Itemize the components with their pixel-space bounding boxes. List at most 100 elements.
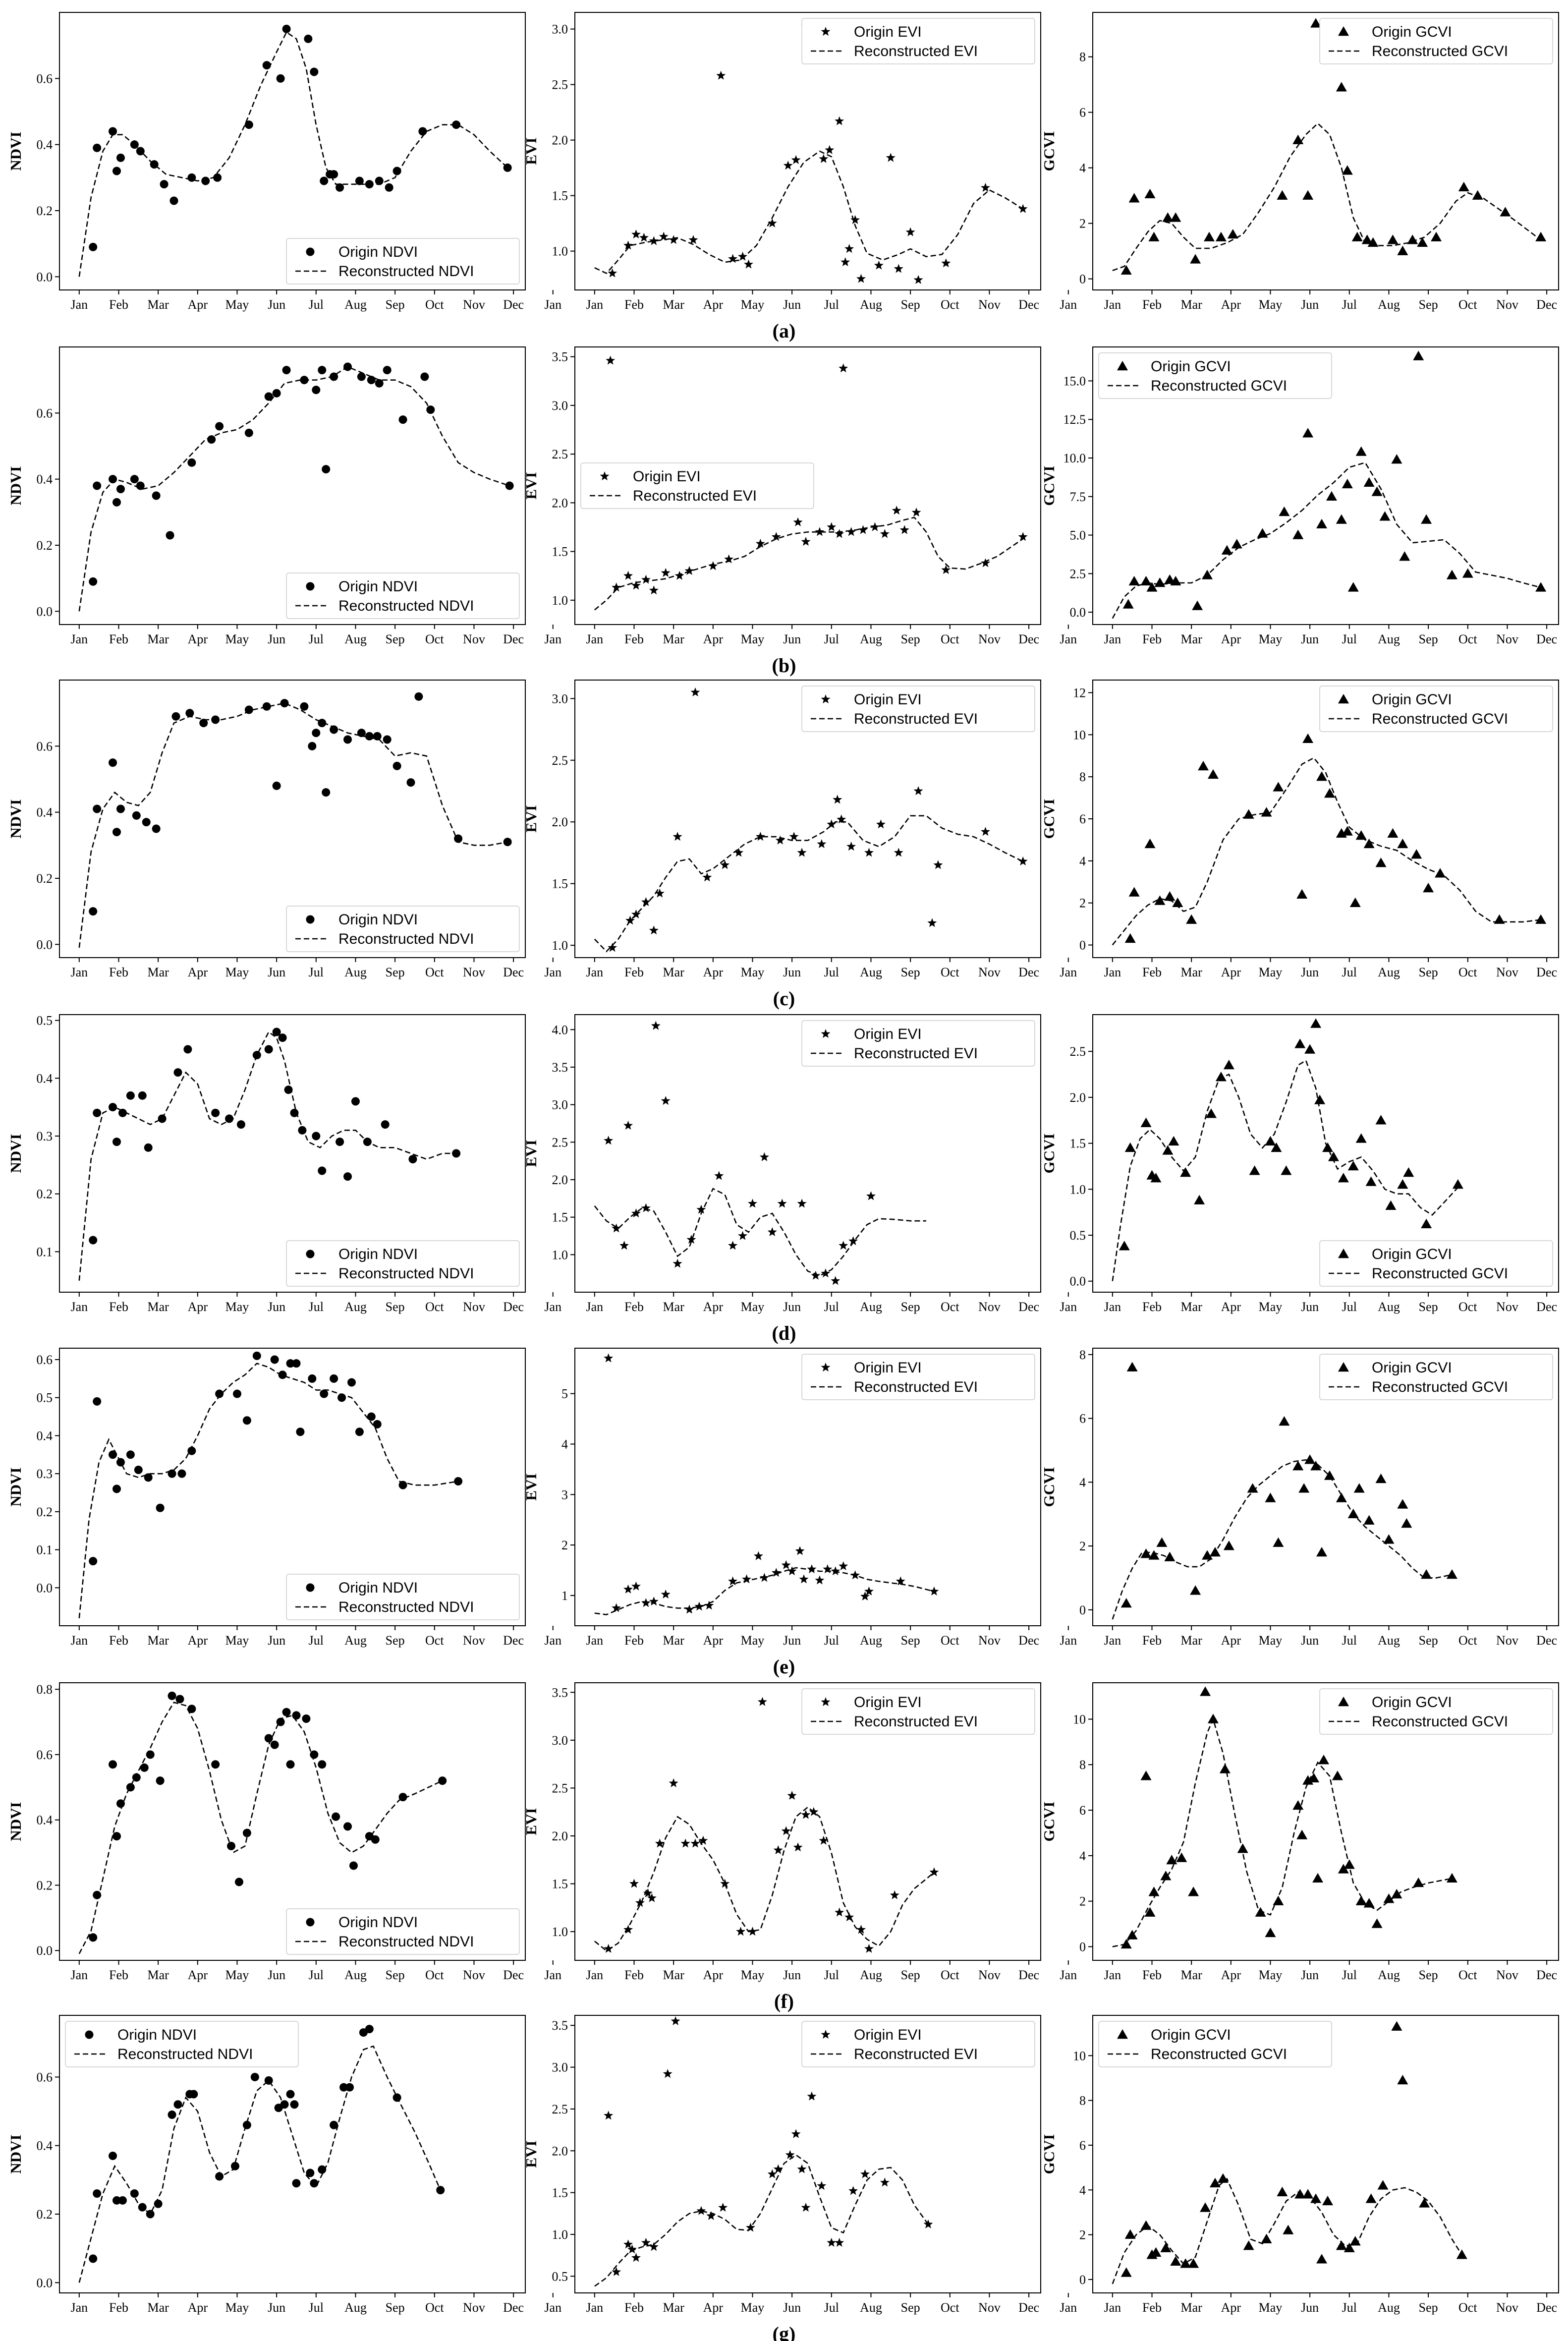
y-tick-label: 0 [1079, 1940, 1086, 1954]
y-axis-title: GCVI [1040, 131, 1058, 171]
y-axis-title: NDVI [7, 799, 24, 838]
origin-point-7 [140, 1763, 149, 1772]
y-tick-label: 1.0 [1070, 1182, 1086, 1197]
origin-point-3 [641, 897, 651, 907]
legend: Origin GCVI Reconstructed GCVI [1319, 1354, 1553, 1400]
x-tick-label: Feb [109, 1300, 128, 1314]
origin-point-26 [330, 2120, 338, 2129]
origin-point-12 [1296, 889, 1308, 899]
legend-box [1319, 1354, 1553, 1400]
legend: Origin NDVI Reconstructed NDVI [65, 2021, 299, 2067]
x-tick-label: Aug [860, 2300, 882, 2315]
origin-point-8 [1215, 231, 1227, 241]
x-tick-label: Mar [147, 1633, 169, 1648]
origin-point-13 [783, 161, 793, 170]
y-tick-label: 2.0 [1070, 1090, 1086, 1105]
origin-point-6 [672, 832, 682, 841]
x-tick-label: Oct [941, 1968, 959, 1982]
origin-point-27 [1401, 1518, 1412, 1528]
origin-point-6 [651, 1021, 661, 1030]
y-tick-label: 0.0 [1070, 1274, 1086, 1289]
origin-point-17 [1342, 826, 1353, 836]
origin-point-26 [1413, 350, 1424, 360]
origin-point-23 [330, 1374, 338, 1383]
y-axis-title: GCVI [1040, 1134, 1058, 1174]
x-tick-label: Jan [544, 1633, 561, 1648]
origin-point-6 [1170, 2256, 1181, 2266]
origin-point-29 [1446, 1569, 1457, 1579]
origin-point-9 [168, 1469, 176, 1478]
origin-point-9 [696, 2206, 706, 2215]
origin-point-5 [1162, 1145, 1174, 1155]
reconstructed-series-line [594, 2154, 929, 2287]
origin-point-21 [312, 1132, 321, 1141]
y-tick-label: 0.4 [37, 472, 53, 487]
origin-point-25 [933, 860, 943, 869]
origin-point-29 [981, 182, 990, 192]
x-tick-label: Oct [941, 1300, 959, 1314]
origin-point-20 [844, 244, 854, 253]
origin-point-0 [1120, 1598, 1132, 1608]
origin-point-15 [264, 1045, 273, 1054]
y-tick-label: 1.0 [552, 593, 568, 608]
legend-origin-label: Origin GCVI [1372, 1246, 1452, 1262]
origin-point-23 [355, 176, 364, 185]
origin-point-16 [781, 1826, 791, 1835]
origin-point-8 [1188, 2258, 1199, 2268]
origin-point-22 [835, 2237, 844, 2247]
origin-point-24 [365, 180, 374, 189]
x-tick-label: Mar [147, 1968, 169, 1982]
origin-point-6 [669, 235, 678, 244]
legend-reconstructed-label: Reconstructed EVI [854, 711, 978, 727]
origin-point-14 [1316, 771, 1328, 781]
y-tick-label: 3.0 [552, 691, 568, 706]
y-tick-label: 0.6 [37, 1353, 53, 1367]
reconstructed-series-line [1112, 757, 1541, 946]
origin-point-20 [817, 2181, 827, 2190]
legend: Origin NDVI Reconstructed NDVI [286, 238, 520, 285]
origin-point-28 [426, 405, 435, 414]
x-tick-label: Nov [1496, 1633, 1518, 1648]
origin-point-4 [116, 804, 125, 813]
origin-point-28 [373, 1420, 382, 1428]
legend-box [801, 685, 1035, 732]
x-tick-label: Jun [1301, 632, 1319, 646]
legend-box [801, 1354, 1035, 1400]
x-tick-label: Jan [1060, 1968, 1077, 1982]
x-tick-label: Nov [978, 1633, 1001, 1648]
x-tick-label: Jan [544, 1300, 561, 1314]
y-tick-label: 0.6 [37, 71, 53, 86]
x-tick-label: Jun [783, 1300, 801, 1314]
origin-point-10 [1231, 539, 1242, 549]
x-tick-label: Jul [824, 965, 839, 979]
origin-point-10 [187, 173, 196, 182]
x-tick-label: Jan [544, 632, 561, 646]
origin-point-8 [1188, 1886, 1199, 1896]
legend-reconstructed-label: Reconstructed GCVI [1372, 711, 1508, 727]
origin-point-0 [1124, 933, 1136, 943]
x-tick-label: Mar [663, 297, 684, 312]
y-tick-label: 0.6 [37, 2070, 53, 2084]
origin-point-6 [1170, 575, 1181, 586]
x-tick-label: Jan [70, 965, 88, 979]
y-tick-label: 2.5 [552, 78, 568, 92]
origin-point-1 [93, 143, 102, 152]
x-tick-label: Jun [1301, 297, 1319, 312]
origin-point-22 [336, 183, 344, 192]
origin-point-29 [452, 1149, 461, 1158]
x-tick-label: Aug [1378, 1633, 1400, 1648]
legend-box [286, 572, 520, 619]
x-tick-label: Jul [1342, 2300, 1357, 2315]
origin-point-13 [262, 702, 271, 711]
chart-evi-5: Jan Feb Mar Apr May Jun Jul Aug Sep Oct Nov Dec Jan 1… [522, 1682, 1077, 1982]
y-tick-label: 8 [1079, 2094, 1086, 2108]
x-tick-label: Jun [268, 1300, 285, 1314]
origin-point-15 [1342, 165, 1353, 175]
x-tick-label: May [1259, 1968, 1283, 1982]
origin-point-16 [787, 1566, 797, 1576]
x-tick-label: Jul [309, 1300, 324, 1314]
origin-point-4 [118, 2196, 127, 2205]
y-tick-label: 10 [1073, 728, 1086, 742]
origin-point-19 [322, 465, 331, 474]
origin-point-5 [1160, 2242, 1172, 2252]
